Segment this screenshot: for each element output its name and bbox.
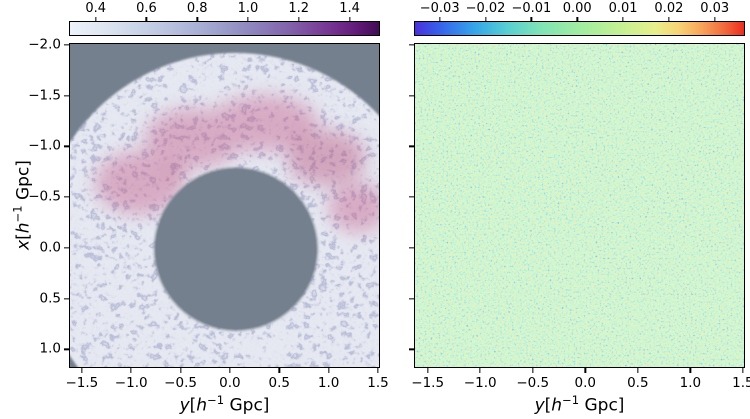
left-x-tick-label: −1.5	[65, 375, 99, 391]
left-x-tick-label: 0.0	[219, 375, 241, 391]
red-filament-overlay	[94, 95, 379, 233]
right-x-tick-label: 1.0	[679, 375, 702, 391]
right-colorbar-tick-mark	[576, 17, 578, 21]
left-x-tick-label: −1.0	[114, 375, 148, 391]
right-colorbar-tick-mark	[530, 17, 533, 21]
left-y-tick-label: −2.0	[28, 36, 61, 53]
right-x-tick-label: −1.0	[463, 375, 497, 391]
left-x-tick-mark	[377, 368, 379, 373]
left-y-tick-label: −0.5	[28, 188, 61, 205]
right-x-tick-label: −1.5	[411, 375, 445, 391]
left-x-tick-mark	[179, 368, 182, 373]
density-field-image	[70, 44, 379, 367]
left-x-tick-mark	[278, 368, 280, 373]
right-colorbar-tick-label: −0.01	[511, 1, 552, 16]
left-xaxis-label: y[h−1 Gpc]	[179, 393, 270, 416]
right-colorbar-tick-mark	[622, 17, 624, 21]
right-colorbar-tick-mark	[484, 17, 487, 21]
left-colorbar-tick-mark	[95, 17, 97, 21]
right-colorbar-tick-label: 0.00	[562, 1, 592, 16]
left-x-tick-label: 0.5	[268, 375, 291, 391]
left-colorbar-tick-mark	[145, 17, 148, 21]
right-x-tick-mark	[637, 368, 639, 373]
right-x-tick-mark	[532, 368, 534, 373]
right-x-tick-label: −0.5	[516, 375, 550, 391]
left-y-tick-label: −1.5	[28, 87, 61, 104]
left-colorbar	[69, 21, 380, 36]
left-colorbar-tick-label: 1.4	[339, 1, 360, 16]
left-x-tick-mark	[81, 368, 83, 373]
xlabel-variable: y	[534, 395, 545, 416]
right-x-tick-label: 1.5	[732, 375, 750, 391]
right-y-tick-mark	[409, 44, 414, 46]
right-x-tick-mark	[689, 368, 691, 373]
right-y-tick-mark	[409, 348, 414, 350]
left-y-tick-label: −1.0	[28, 137, 61, 154]
right-x-tick-label: 0.5	[627, 375, 649, 391]
right-colorbar-tick-label: 0.03	[700, 1, 730, 16]
left-colorbar-tick-label: 0.6	[136, 1, 157, 16]
xlabel-variable: y	[179, 395, 190, 416]
left-yaxis-label: x[h−1 Gpc]	[10, 160, 34, 250]
left-colorbar-tick-label: 1.2	[288, 1, 310, 16]
right-x-tick-label: 0.0	[574, 375, 597, 391]
left-colorbar-tick-label: 0.8	[186, 1, 208, 16]
left-x-tick-mark	[328, 368, 330, 373]
right-x-tick-mark	[479, 368, 481, 373]
right-x-tick-mark	[584, 368, 586, 373]
left-y-tick-mark	[64, 348, 69, 350]
right-y-tick-mark	[409, 247, 414, 249]
right-colorbar-tick-mark	[668, 17, 670, 21]
left-y-tick-mark	[64, 95, 69, 97]
right-colorbar-tick-mark	[439, 17, 441, 21]
right-x-tick-mark	[742, 368, 744, 373]
right-panel	[414, 43, 745, 368]
left-y-tick-mark	[64, 297, 69, 300]
left-x-tick-label: 1.5	[367, 375, 389, 391]
left-panel	[69, 43, 380, 368]
right-colorbar-tick-label: 0.01	[608, 1, 638, 16]
left-colorbar-tick-label: 1.0	[237, 1, 259, 16]
left-y-tick-label: 0.0	[39, 239, 61, 256]
right-colorbar	[414, 21, 745, 36]
left-x-tick-mark	[229, 368, 231, 373]
left-y-tick-label: 0.5	[39, 290, 61, 307]
left-y-tick-label: 1.0	[39, 340, 61, 357]
left-colorbar-tick-label: 0.4	[85, 1, 106, 16]
right-colorbar-tick-label: −0.03	[419, 1, 460, 16]
right-colorbar-tick-label: 0.02	[654, 1, 684, 16]
right-colorbar-tick-label: −0.02	[465, 1, 506, 16]
left-colorbar-tick-mark	[348, 17, 351, 21]
right-xaxis-label: y[h−1 Gpc]	[534, 393, 625, 416]
left-colorbar-tick-mark	[298, 17, 300, 21]
left-y-tick-mark	[64, 145, 69, 148]
left-y-tick-mark	[64, 196, 69, 198]
left-y-tick-mark	[64, 44, 69, 46]
left-x-tick-label: 1.0	[317, 375, 340, 391]
lightcone-shell	[70, 44, 379, 367]
right-x-tick-mark	[427, 368, 429, 373]
left-colorbar-tick-mark	[196, 17, 198, 21]
left-y-tick-mark	[64, 247, 69, 249]
left-x-tick-mark	[130, 368, 132, 373]
left-colorbar-tick-mark	[247, 17, 249, 21]
right-y-tick-mark	[409, 297, 414, 300]
right-y-tick-mark	[409, 196, 414, 198]
noise-speckles	[415, 44, 744, 367]
left-x-tick-label: −0.5	[164, 375, 197, 391]
right-y-tick-mark	[409, 95, 414, 97]
right-y-tick-mark	[409, 145, 414, 148]
right-colorbar-tick-mark	[714, 17, 716, 21]
noise-field-image	[415, 44, 744, 367]
